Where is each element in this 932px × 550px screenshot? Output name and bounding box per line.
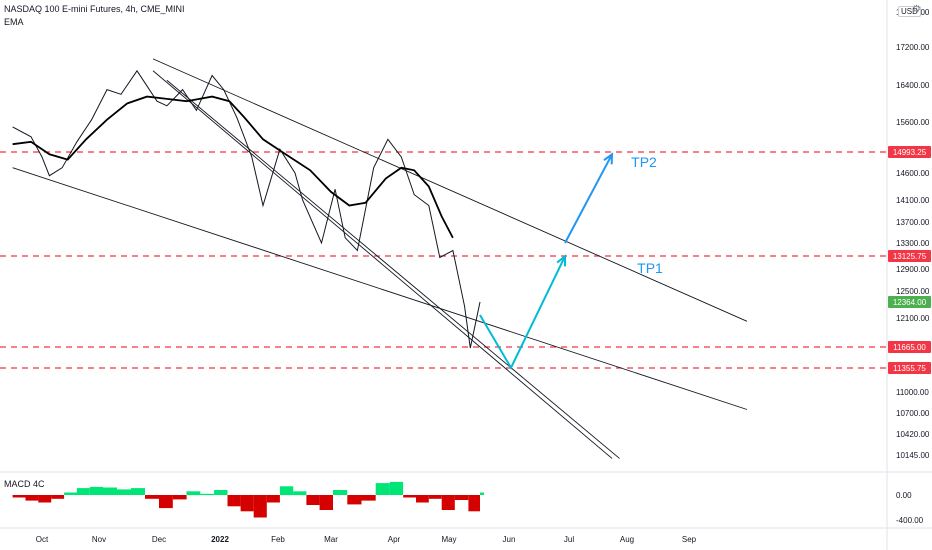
price-badge [888,250,931,262]
tp1-arrow-head [556,254,567,267]
macd-bar [416,495,429,503]
y-tick-label: 15600.00 [896,118,930,127]
ema-line [12,95,454,239]
macd-indicator-label[interactable]: MACD 4C [4,479,45,489]
macd-bar [361,495,376,501]
y-tick-label: 10420.00 [896,430,930,439]
macd-bar [293,491,307,496]
price-badge [888,341,931,353]
price-badge-label: 13125.75 [893,252,927,261]
macd-bar [159,495,173,509]
macd-bar [468,495,480,512]
price-badge [888,362,931,374]
macd-bar [266,495,280,503]
macd-bar [25,495,39,501]
macd-bar [375,483,390,495]
macd-bar [12,495,26,498]
price-badge-label: 11665.00 [893,343,926,352]
macd-bar [403,495,416,498]
trendline [152,70,613,459]
x-tick-label: Sep [682,535,697,544]
macd-tick-label: 0.00 [896,491,912,500]
macd-bar [347,495,362,505]
x-tick-label: Oct [36,535,49,544]
macd-bar [172,495,187,500]
macd-bar [103,487,117,495]
macd-bar [64,492,77,495]
annotation-tp2: TP2 [631,154,657,170]
price-badge-label: 11355.75 [893,364,926,373]
x-tick-label: Dec [152,535,166,544]
macd-bar [279,486,294,496]
macd-bar [89,486,103,495]
y-tick-label: 11000.00 [896,388,929,397]
x-tick-label: Feb [271,535,285,544]
trendline [12,167,748,410]
x-tick-label: Nov [92,535,106,544]
macd-bar [227,495,241,507]
trendline [152,58,748,322]
y-tick-label: 12500.00 [896,287,930,296]
tp1-projection-path [479,255,566,370]
macd-bar [319,495,333,510]
macd-bar [480,492,484,495]
macd-bar [186,491,201,496]
x-tick-label: Aug [620,535,634,544]
trendline [166,79,620,459]
price-badge [888,296,931,308]
price-line [12,69,481,349]
macd-bar [454,495,469,500]
x-tick-label: Apr [388,535,401,544]
y-tick-label: 12100.00 [896,314,930,323]
macd-bar [76,488,90,495]
y-tick-label: 16400.00 [896,81,930,90]
y-tick-label: 14600.00 [896,169,930,178]
macd-tick-label: -400.00 [896,516,924,525]
currency-badge[interactable]: USD [898,6,921,17]
gear-icon[interactable]: ⚙ [912,4,921,15]
y-tick-label: 10700.00 [896,409,930,418]
ema-indicator-label[interactable]: EMA [4,17,24,27]
y-tick-label: 13300.00 [896,239,930,248]
tp2-projection-path [564,153,613,244]
price-badge-label: 12364.00 [893,298,927,307]
macd-bar [428,495,442,499]
price-badge [888,146,931,158]
chart-title: NASDAQ 100 E-mini Futures, 4h, CME_MINI [4,4,185,14]
x-tick-label: Jun [503,535,516,544]
macd-bar [145,495,159,499]
x-tick-label: Mar [324,535,338,544]
macd-bar [200,493,215,496]
y-tick-label: 17200.00 [896,43,930,52]
macd-bar [131,488,145,495]
macd-bar [51,495,65,499]
y-tick-label: 14100.00 [896,196,930,205]
price-badge-label: 14993.25 [893,148,927,157]
x-tick-label: May [441,535,456,544]
y-tick-label: 13700.00 [896,218,930,227]
macd-bar [306,495,320,505]
x-tick-label: 2022 [211,535,229,544]
macd-bar [240,495,254,512]
macd-bar [38,495,52,503]
x-tick-label: Jul [564,535,574,544]
macd-bar [441,495,455,510]
macd-bar [117,489,131,495]
y-tick-label: 12900.00 [896,265,930,274]
y-tick-label: 10145.00 [896,451,930,460]
macd-bar [389,481,404,495]
macd-bar [214,490,228,495]
tp2-arrow-head [603,152,614,165]
annotation-tp1: TP1 [637,260,663,276]
macd-bar [253,495,267,518]
macd-bar [333,490,348,495]
